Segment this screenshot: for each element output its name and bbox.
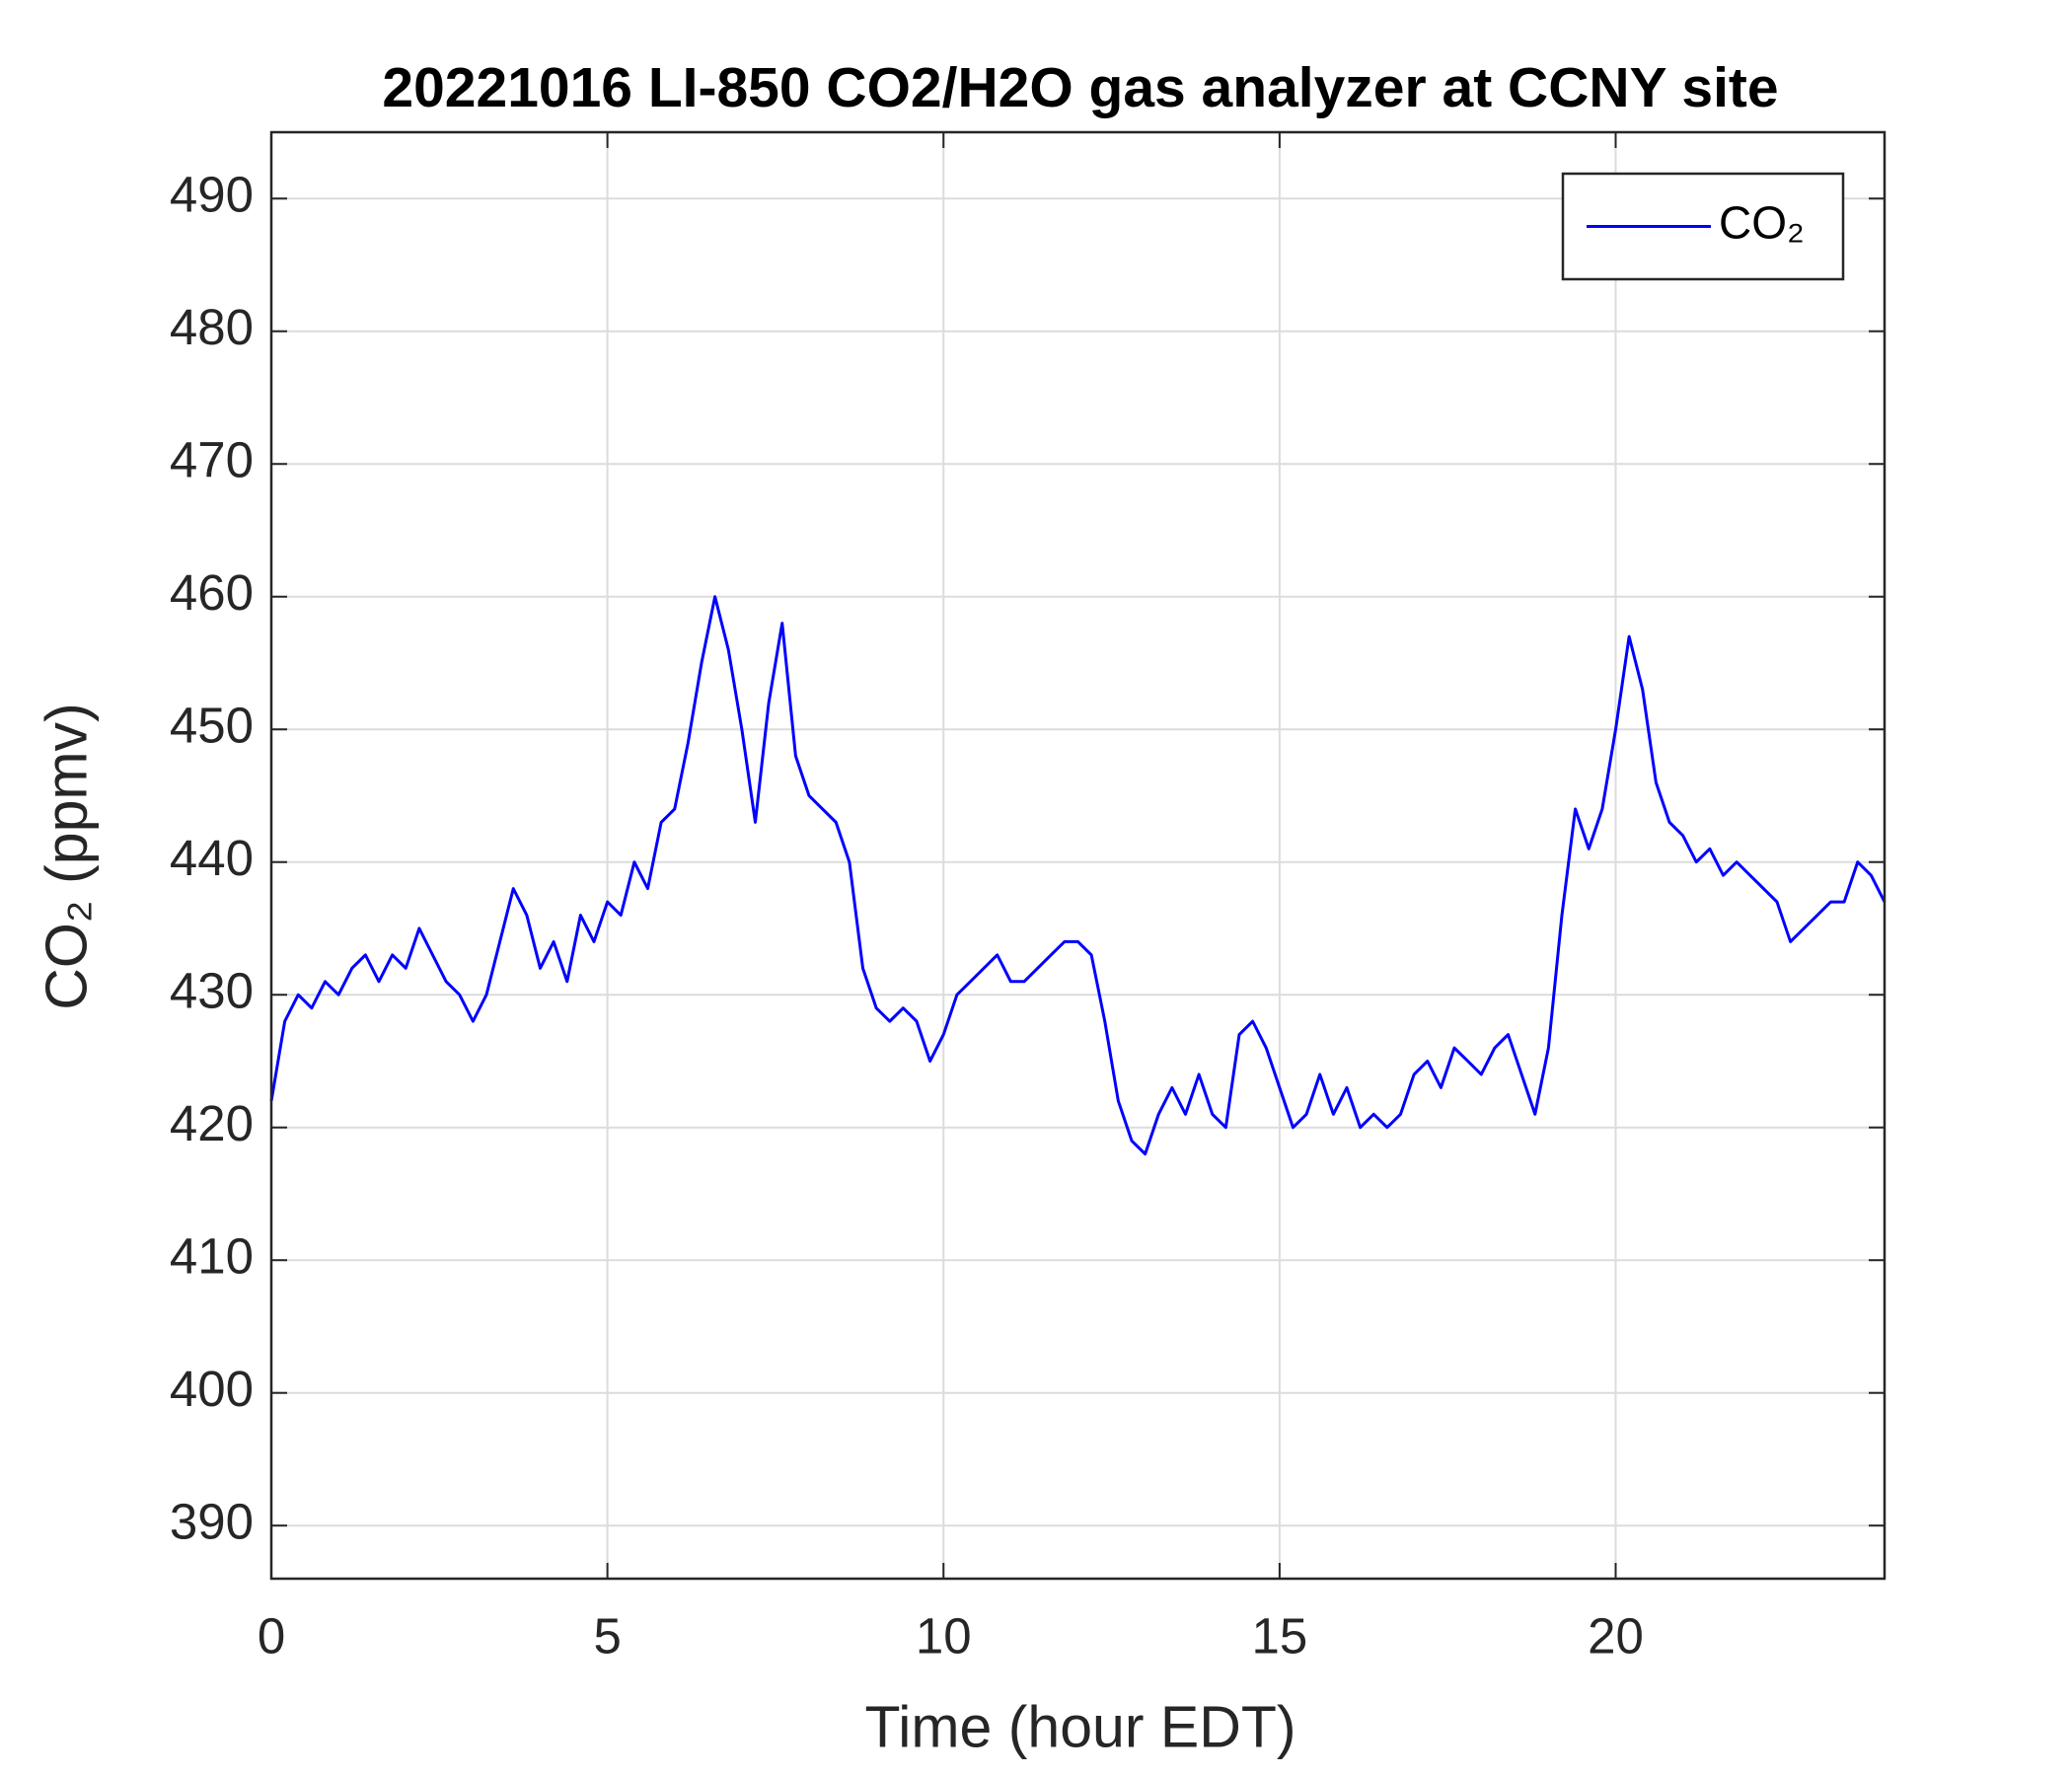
y-tick-label: 420	[170, 1095, 254, 1151]
x-tick-label: 15	[1252, 1607, 1308, 1664]
y-tick-label: 480	[170, 299, 254, 355]
x-tick-label: 20	[1588, 1607, 1644, 1664]
y-tick-label: 440	[170, 830, 254, 886]
y-tick-label: 410	[170, 1228, 254, 1285]
x-axis-label: Time (hour EDT)	[864, 1695, 1295, 1760]
y-tick-label: 470	[170, 432, 254, 488]
axes-frame	[269, 130, 1887, 1581]
y-tick-label: 400	[170, 1361, 254, 1417]
y-tick-label: 490	[170, 167, 254, 223]
y-tick-label: 460	[170, 564, 254, 621]
y-tick-label: 430	[170, 963, 254, 1019]
y-tick-label: 450	[170, 698, 254, 754]
legend-label: CO₂	[1719, 197, 1805, 249]
y-axis-label: CO₂ (ppmv)	[35, 703, 100, 1009]
chart-title: 20221016 LI-850 CO2/H2O gas analyzer at …	[382, 56, 1778, 119]
x-tick-label: 5	[593, 1607, 621, 1664]
x-tick-label: 0	[258, 1607, 285, 1664]
data-line	[269, 595, 1887, 1156]
x-tick-label: 10	[916, 1607, 972, 1664]
y-tick-label: 390	[170, 1494, 254, 1550]
